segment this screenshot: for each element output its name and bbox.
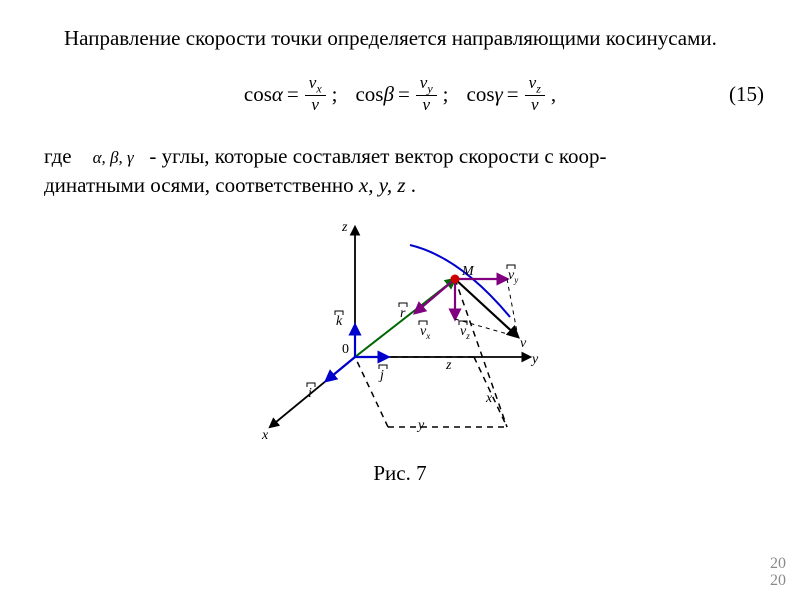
equation-number: (15): [729, 82, 764, 107]
svg-text:y: y: [416, 418, 425, 433]
cos-label: cos: [355, 82, 383, 107]
svg-text:M: M: [461, 264, 475, 279]
semi: ;: [332, 82, 338, 107]
paragraph-1: Направление скорости точки определяется …: [36, 24, 764, 52]
cos-label: cos: [467, 82, 495, 107]
semi: ;: [443, 82, 449, 107]
page-number-1: 20: [770, 555, 786, 573]
svg-text:z: z: [445, 358, 452, 373]
svg-text:z: z: [341, 220, 348, 235]
xyz-list: x, y, z: [359, 173, 406, 197]
frac-vx-v: vx v: [305, 74, 326, 115]
svg-text:vy: vy: [508, 268, 519, 285]
svg-text:0: 0: [342, 342, 349, 357]
svg-text:y: y: [530, 352, 539, 367]
svg-text:j: j: [378, 368, 384, 383]
figure-caption: Рис. 7: [36, 461, 764, 486]
alpha: α: [272, 82, 283, 107]
svg-text:vz: vz: [460, 324, 470, 341]
svg-text:k: k: [336, 314, 343, 329]
para2-dot: .: [411, 173, 416, 197]
equals: =: [507, 82, 519, 107]
equation-15: cos α = vx v ; cos β = vy v ; cos γ = vz…: [36, 70, 764, 118]
svg-text:r: r: [400, 306, 406, 321]
svg-text:x: x: [261, 428, 269, 443]
cos-label: cos: [244, 82, 272, 107]
gamma: γ: [495, 82, 503, 107]
angles-list: α, β, γ: [93, 148, 134, 167]
where-label: где: [44, 144, 72, 168]
svg-text:x: x: [485, 391, 493, 406]
equals: =: [398, 82, 410, 107]
para2-b: - углы, которые составляет вектор скорос…: [149, 144, 606, 168]
beta: β: [383, 82, 393, 107]
svg-text:vx: vx: [420, 324, 430, 341]
para2-c: динатными осями, соответственно: [44, 173, 359, 197]
comma: ,: [551, 82, 556, 107]
svg-text:v: v: [520, 336, 527, 351]
page-number: 20 20: [770, 555, 786, 590]
page-number-2: 20: [770, 572, 786, 590]
svg-text:i: i: [308, 386, 312, 401]
frac-vz-v: vz v: [525, 74, 545, 115]
equals: =: [287, 82, 299, 107]
paragraph-2: где α, β, γ - углы, которые составляет в…: [44, 142, 764, 199]
frac-vy-v: vy v: [416, 74, 437, 115]
figure-7-diagram: z y x 0 i j k r Mv vx vy vz x y z: [210, 207, 590, 457]
